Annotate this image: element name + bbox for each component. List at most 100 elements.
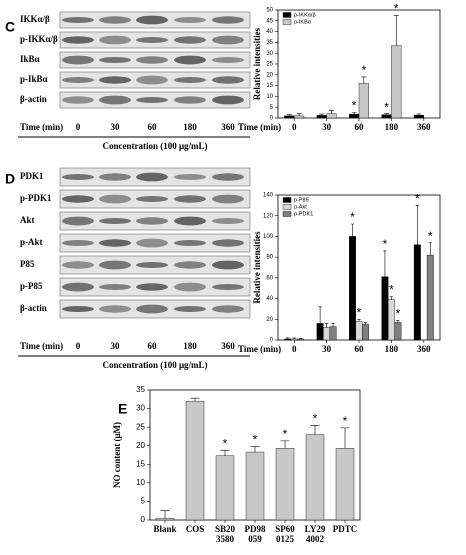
x-tick-label: 60	[355, 344, 365, 354]
significance-star: *	[313, 411, 318, 425]
time-value: 30	[111, 122, 121, 132]
blot-band	[136, 196, 168, 202]
blot-band	[212, 173, 244, 181]
error-bar	[329, 110, 334, 114]
x-tick-label: PDTC	[333, 524, 358, 534]
error-bar	[383, 250, 387, 277]
bar	[290, 338, 298, 341]
significance-star: *	[389, 283, 394, 297]
x-tick-label: COS	[186, 524, 205, 534]
significance-star: *	[343, 414, 348, 428]
error-bar	[190, 397, 200, 402]
blot-band	[136, 56, 168, 64]
bar	[326, 113, 337, 119]
bar	[316, 115, 327, 119]
blot-row-label: P85	[20, 259, 35, 269]
time-value: 30	[111, 341, 121, 351]
error-bar	[415, 205, 419, 245]
blot-band	[174, 195, 206, 203]
blot-band	[174, 96, 206, 104]
x-tick-label: Blank	[153, 524, 176, 534]
blot-row-label: p-IKKα/β	[20, 34, 58, 44]
blot-band	[62, 306, 94, 312]
blot-band	[99, 239, 131, 247]
bar	[355, 321, 363, 341]
bar	[413, 114, 424, 119]
blot-band	[136, 172, 168, 182]
y-tick-label: 20	[136, 441, 145, 450]
time-value: 0	[76, 122, 81, 132]
x-tick-label: 0	[292, 344, 297, 354]
error-bar	[296, 113, 302, 116]
y-tick-label: 120	[263, 213, 274, 219]
error-bar	[396, 320, 400, 323]
blot-band	[99, 218, 131, 224]
blot-row-label: Akt	[20, 215, 35, 225]
time-value: 360	[221, 122, 235, 132]
x-tick-label: PD98 059	[245, 524, 266, 544]
error-bar	[280, 440, 290, 449]
blot-row-label: PDK1	[20, 171, 44, 181]
significance-star: *	[396, 306, 401, 320]
blot-band	[174, 282, 206, 292]
blot-band	[99, 305, 131, 313]
y-tick-label: 35	[266, 40, 273, 46]
y-tick-label: 40	[266, 29, 273, 35]
legend-swatch	[282, 197, 292, 203]
blot-band	[212, 218, 244, 224]
bar	[394, 322, 402, 341]
bar	[358, 83, 369, 119]
error-bar	[357, 318, 361, 322]
x-tick-label: LY29 4002	[305, 524, 326, 544]
blot-band	[212, 95, 244, 105]
y-tick-label: 10	[136, 478, 145, 487]
error-bar	[292, 337, 296, 339]
y-tick-label: 10	[266, 94, 273, 100]
x-tick-label: 60	[355, 122, 365, 132]
blot-band	[62, 36, 94, 44]
significance-star: *	[394, 2, 399, 16]
x-tick-label: 180	[385, 122, 399, 132]
blot-band	[62, 216, 94, 226]
legend-swatch	[282, 204, 292, 210]
y-tick-label: 5	[141, 497, 146, 506]
significance-star: *	[384, 100, 389, 114]
y-tick-label: 20	[266, 317, 273, 323]
legend-swatch	[282, 19, 292, 25]
blot-band	[62, 96, 94, 104]
bar	[316, 323, 324, 341]
concentration-label: Concentration (100 μg/mL)	[102, 141, 207, 151]
error-bar	[220, 449, 230, 456]
error-bar	[416, 113, 422, 116]
time-value: 180	[183, 122, 197, 132]
y-tick-label: 25	[266, 62, 273, 68]
blot-row-label: IkBα	[20, 54, 40, 64]
blot-band	[99, 76, 131, 84]
blot-band	[136, 75, 168, 85]
error-bar	[351, 112, 357, 115]
x-axis-label: Time (min)	[238, 344, 281, 354]
blot-band	[99, 35, 131, 45]
blot-band	[62, 174, 94, 180]
blot-band	[99, 95, 131, 105]
y-axis-label: Relative intensities	[252, 231, 262, 304]
bar	[335, 448, 355, 521]
time-value: 180	[183, 341, 197, 351]
bar	[426, 254, 434, 341]
time-value: 0	[76, 341, 81, 351]
blot-band	[99, 260, 131, 270]
x-tick-label: 30	[322, 122, 332, 132]
error-bar	[361, 76, 367, 84]
bar	[349, 236, 356, 341]
blot-band	[212, 57, 244, 63]
blot-row-label: p-PDK1	[20, 193, 52, 203]
blot-band	[174, 36, 206, 44]
error-bar	[340, 427, 350, 449]
blot-band	[174, 77, 206, 83]
y-tick-label: 35	[136, 385, 145, 394]
blot-band	[212, 284, 244, 290]
bar	[185, 400, 205, 521]
y-tick-label: 15	[136, 459, 145, 468]
time-value: 60	[148, 122, 158, 132]
blot-band	[62, 195, 94, 203]
